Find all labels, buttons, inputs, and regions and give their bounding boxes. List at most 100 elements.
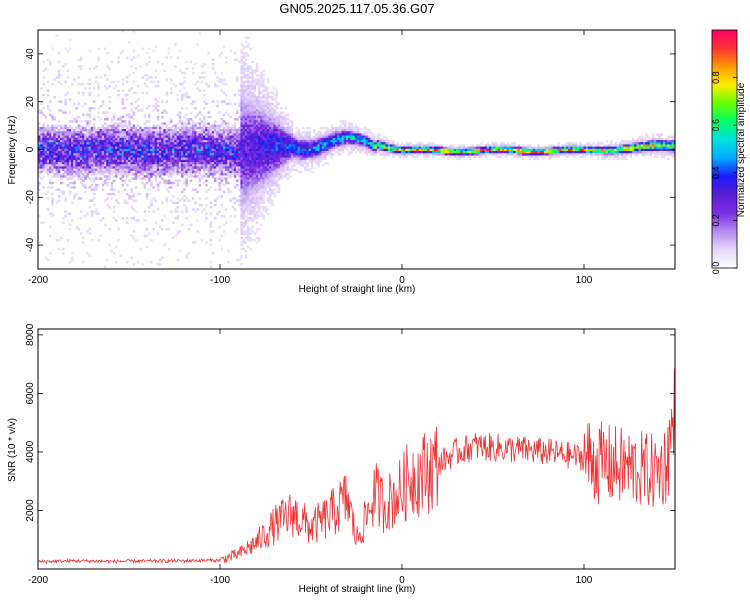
- spectrogram-cell: [249, 217, 252, 220]
- spectrogram-cell: [62, 247, 65, 251]
- spectrogram-cell: [128, 115, 131, 119]
- spectrogram-cell: [277, 115, 281, 119]
- spectrogram-cell: [60, 164, 63, 167]
- spectrogram-cell: [244, 107, 248, 110]
- spectrogram-cell: [225, 102, 228, 106]
- spectrogram-cell: [121, 144, 125, 147]
- spectrogram-cell: [280, 122, 283, 125]
- spectrogram-cell: [68, 38, 72, 42]
- spectrogram-cell: [42, 166, 45, 169]
- spectrogram-cell: [82, 184, 85, 187]
- spectrogram-cell: [121, 98, 125, 101]
- spectrogram-cell: [115, 261, 118, 264]
- spectrogram-cell: [220, 146, 224, 150]
- spectrogram-cell: [172, 166, 175, 169]
- spectrogram-cell: [192, 133, 195, 136]
- spectrogram-cell: [198, 151, 202, 154]
- spectrogram-cell: [77, 82, 81, 86]
- spectrogram-cell: [99, 104, 103, 108]
- spectrogram-cell: [165, 131, 169, 134]
- spectrogram-cell: [148, 173, 151, 176]
- spectrogram-cell: [302, 142, 305, 145]
- spectrogram-cell: [198, 137, 202, 141]
- spectrogram-cell: [423, 153, 426, 156]
- spectrogram-cell: [205, 212, 208, 216]
- spectrogram-cell: [38, 241, 41, 244]
- spectrogram-cell: [220, 247, 224, 251]
- spectrogram-cell: [308, 157, 312, 161]
- spectrogram-cell: [225, 93, 228, 97]
- spectrogram-cell: [258, 131, 261, 134]
- spectrogram-cell: [176, 170, 180, 174]
- spectrogram-cell: [291, 146, 294, 150]
- spectrogram-cell: [258, 85, 261, 88]
- spectrogram-cell: [38, 166, 41, 169]
- spectrogram-cell: [376, 144, 380, 147]
- spectrogram-cell: [216, 177, 219, 180]
- spectrogram-cell: [247, 74, 250, 77]
- spectrogram-cell: [348, 140, 351, 143]
- spectrogram-cell: [95, 151, 98, 154]
- spectrogram-cell: [260, 201, 263, 205]
- spectrogram-cell: [249, 184, 252, 187]
- spectrogram-cell: [57, 159, 61, 163]
- spectrogram-cell: [174, 85, 177, 88]
- spectrogram-cell: [148, 153, 151, 156]
- spectrogram-cell: [255, 159, 259, 163]
- spectrogram-cell: [183, 164, 186, 167]
- spectrogram-cell: [299, 151, 303, 154]
- spectrogram-cell: [262, 104, 265, 108]
- spectrogram-cell: [132, 118, 136, 121]
- spectrogram-cell: [302, 126, 305, 130]
- spectrogram-cell: [117, 89, 120, 92]
- spectrogram-cell: [57, 133, 61, 136]
- spectrogram-cell: [95, 137, 98, 141]
- spectrogram-cell: [196, 155, 199, 158]
- spectrogram-cell: [249, 188, 252, 191]
- spectrogram-cell: [282, 122, 285, 125]
- spectrogram-cell: [434, 151, 437, 154]
- spectrogram-cell: [152, 173, 155, 176]
- spectrogram-cell: [143, 168, 147, 172]
- spectrogram-cell: [141, 133, 144, 136]
- spectrogram-cell: [134, 142, 138, 145]
- spectrogram-cell: [295, 142, 298, 145]
- spectrogram-cell: [249, 133, 252, 136]
- spectrogram-cell: [332, 126, 336, 130]
- spectrogram-cell: [339, 148, 342, 152]
- spectrogram-cell: [229, 168, 232, 172]
- spectrogram-cell: [192, 159, 195, 163]
- spectrogram-cell: [60, 140, 63, 143]
- spectrogram-cell: [104, 175, 107, 178]
- spectrogram-cell: [264, 104, 268, 108]
- spectrogram-cell: [163, 151, 166, 154]
- spectrogram-cell: [119, 122, 122, 125]
- spectrogram-cell: [68, 175, 72, 178]
- spectrogram-cell: [106, 87, 109, 90]
- spectrogram-cell: [148, 135, 151, 139]
- spectrogram-cell: [57, 170, 61, 174]
- spectrogram-cell: [321, 137, 325, 141]
- spectrogram-cell: [55, 34, 59, 37]
- spectrogram-cell: [93, 173, 96, 176]
- spectrogram-cell: [174, 133, 177, 136]
- spectrogram-cell: [258, 192, 261, 196]
- spectrogram-cell: [209, 166, 213, 169]
- spectrogram-cell: [110, 188, 114, 191]
- spectrogram-cell: [220, 131, 224, 134]
- spectrogram-cell: [229, 159, 232, 163]
- spectrogram-cell: [38, 135, 41, 139]
- spectrogram-cell: [211, 126, 215, 130]
- spectrogram-cell: [62, 166, 65, 169]
- spectrogram-cell: [172, 135, 175, 139]
- spectrogram-cell: [57, 142, 61, 145]
- spectrogram-cell: [242, 71, 246, 75]
- spectrogram-cell: [242, 173, 246, 176]
- spectrogram-cell: [55, 148, 59, 152]
- spectrogram-cell: [156, 131, 160, 134]
- spectrogram-cell: [79, 144, 83, 147]
- spectrogram-cell: [55, 168, 59, 172]
- spectrogram-cell: [110, 118, 114, 121]
- spectrogram-cell: [253, 232, 257, 235]
- spectrogram-cell: [207, 175, 210, 178]
